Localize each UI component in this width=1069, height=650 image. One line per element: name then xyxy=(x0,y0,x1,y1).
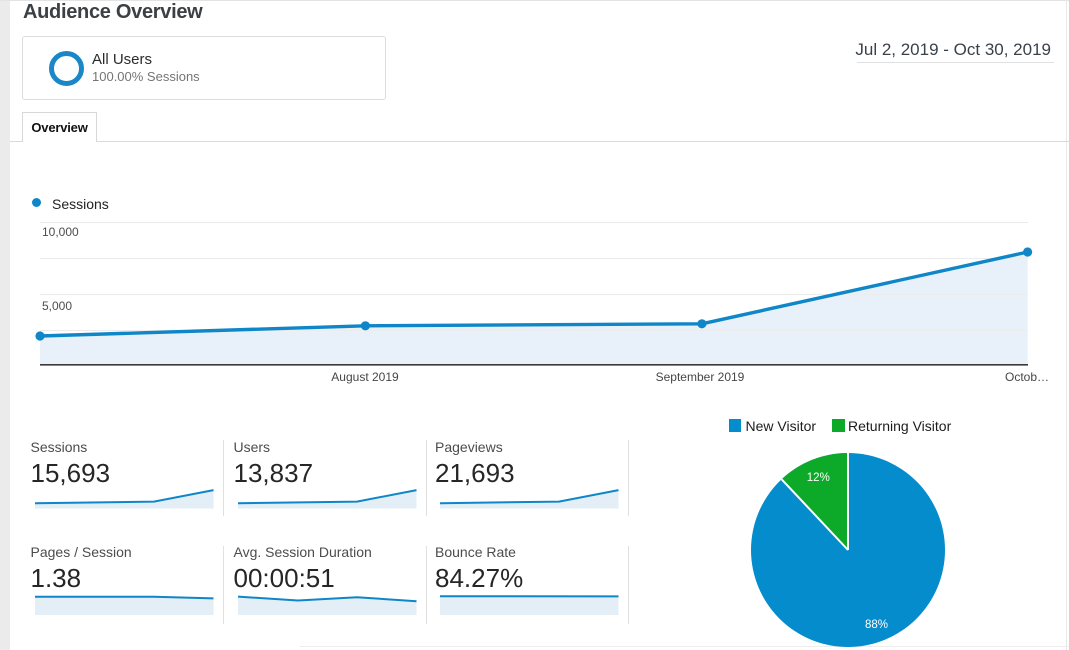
svg-text:88%: 88% xyxy=(865,619,888,631)
svg-text:12%: 12% xyxy=(807,472,830,484)
